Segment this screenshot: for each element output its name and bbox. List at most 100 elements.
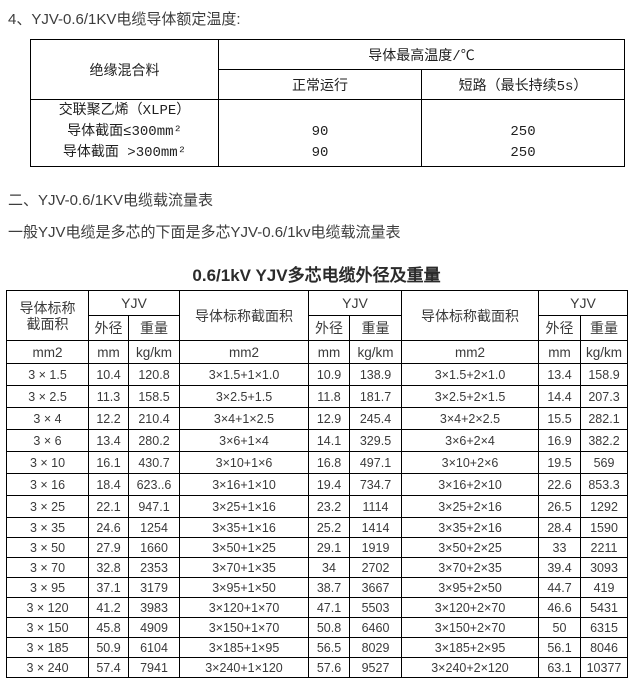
table-cell: 19.4 <box>308 473 350 496</box>
table-cell: 8046 <box>580 637 628 658</box>
od-header-3: 外径 <box>538 315 581 341</box>
table-cell: 3×6+2×4 <box>401 429 539 452</box>
table-cell: 3×10+2×6 <box>401 451 539 474</box>
table-row: 3 × 95 37.1 3179 3×95+1×50 38.7 3667 3×95+2×50… <box>6 577 628 598</box>
table-cell: 6104 <box>128 637 180 658</box>
nominal-section-header-1: 导体标称截面积 <box>6 290 89 341</box>
table-cell: 280.2 <box>128 429 180 452</box>
temperature-value: 250 <box>510 124 536 140</box>
table-cell: 3×150+2×70 <box>401 617 539 638</box>
table-cell: 56.5 <box>308 637 350 658</box>
insulation-header-cell: 绝缘混合料 <box>30 39 219 100</box>
table-cell: 15.5 <box>538 407 581 430</box>
spacer <box>422 101 624 122</box>
od-header-2: 外径 <box>308 315 350 341</box>
table-cell: 14.1 <box>308 429 350 452</box>
material-line: 导体截面≤300mm² <box>67 124 182 140</box>
table-cell: 2211 <box>580 537 628 558</box>
table-cell: 3 × 95 <box>6 577 89 598</box>
table-cell: 3×150+1×70 <box>179 617 309 638</box>
table-cell: 22.1 <box>88 495 129 518</box>
unit-cell: mm <box>308 340 350 364</box>
table-row: 3 × 25 22.1 947.1 3×25+1×16 23.2 1114 3×25+2×1… <box>6 495 628 518</box>
table-cell: 25.2 <box>308 517 350 538</box>
table-cell: 158.5 <box>128 385 180 408</box>
table-cell: 50 <box>538 617 581 638</box>
temperature-value: 250 <box>510 145 536 161</box>
table-cell: 734.7 <box>349 473 402 496</box>
table-cell: 47.1 <box>308 597 350 618</box>
table-cell: 3 × 16 <box>6 473 89 496</box>
table-row: 3 × 10 16.1 430.7 3×10+1×6 16.8 497.1 3×10+2×6… <box>6 451 628 474</box>
table-cell: 3 × 1.5 <box>6 363 89 386</box>
table-cell: 210.4 <box>128 407 180 430</box>
table-cell: 1660 <box>128 537 180 558</box>
table-cell: 37.1 <box>88 577 129 598</box>
unit-cell: mm2 <box>179 340 309 364</box>
table-cell: 207.3 <box>580 385 628 408</box>
table-cell: 57.4 <box>88 657 129 678</box>
table-cell: 3 × 150 <box>6 617 89 638</box>
table-cell: 430.7 <box>128 451 180 474</box>
short-circuit-header-cell: 短路（最长持续5s） <box>421 69 625 100</box>
weight-header-3: 重量 <box>580 315 628 341</box>
table-cell: 3 × 25 <box>6 495 89 518</box>
unit-cell: mm <box>538 340 581 364</box>
table-cell: 3×2.5+2×1.5 <box>401 385 539 408</box>
material-line: 交联聚乙烯（XLPE） <box>58 103 191 119</box>
table-cell: 3 × 2.5 <box>6 385 89 408</box>
section-heading-rated-temperature: 4、YJV-0.6/1KV电缆导体额定温度: <box>8 11 241 28</box>
table-cell: 3×25+2×16 <box>401 495 539 518</box>
table-cell: 14.4 <box>538 385 581 408</box>
table-cell: 1254 <box>128 517 180 538</box>
table-cell: 22.6 <box>538 473 581 496</box>
table-cell: 12.2 <box>88 407 129 430</box>
table-cell: 1114 <box>349 495 402 518</box>
size-table-title: 0.6/1kV YJV多芯电缆外径及重量 <box>192 266 441 285</box>
table-cell: 3×16+2×10 <box>401 473 539 496</box>
table-cell: 3 × 120 <box>6 597 89 618</box>
table-cell: 44.7 <box>538 577 581 598</box>
table-cell: 19.5 <box>538 451 581 474</box>
max-temperature-header-cell: 导体最高温度/℃ <box>218 39 625 70</box>
table-cell: 41.2 <box>88 597 129 618</box>
nominal-section-header-3: 导体标称截面积 <box>401 290 539 341</box>
table-cell: 50.9 <box>88 637 129 658</box>
weight-header-2: 重量 <box>349 315 402 341</box>
table-cell: 3×10+1×6 <box>179 451 309 474</box>
table-cell: 39.4 <box>538 557 581 578</box>
table-cell: 3×95+2×50 <box>401 577 539 598</box>
table-cell: 158.9 <box>580 363 628 386</box>
table-cell: 2353 <box>128 557 180 578</box>
table-cell: 3×70+1×35 <box>179 557 309 578</box>
table-cell: 3 × 35 <box>6 517 89 538</box>
table-cell: 3×4+1×2.5 <box>179 407 309 430</box>
table-cell: 497.1 <box>349 451 402 474</box>
unit-cell: kg/km <box>580 340 628 364</box>
table-cell: 3 × 6 <box>6 429 89 452</box>
table-cell: 10.9 <box>308 363 350 386</box>
table-cell: 13.4 <box>538 363 581 386</box>
table-cell: 3×95+1×50 <box>179 577 309 598</box>
table-cell: 9527 <box>349 657 402 678</box>
table-cell: 3×120+1×70 <box>179 597 309 618</box>
table-cell: 419 <box>580 577 628 598</box>
spacer <box>219 101 421 122</box>
table-cell: 50.8 <box>308 617 350 638</box>
table-cell: 11.3 <box>88 385 129 408</box>
table-cell: 63.1 <box>538 657 581 678</box>
material-line: 导体截面 >300mm² <box>62 145 187 161</box>
temperature-value: 90 <box>311 124 329 140</box>
table-cell: 3×16+1×10 <box>179 473 309 496</box>
table-cell: 3093 <box>580 557 628 578</box>
section-heading-ampacity-table: 二、YJV-0.6/1KV电缆载流量表 <box>8 192 214 209</box>
unit-cell: mm <box>88 340 129 364</box>
table-cell: 3×2.5+1.5 <box>179 385 309 408</box>
unit-cell: mm2 <box>6 340 89 364</box>
table-cell: 3 × 4 <box>6 407 89 430</box>
table-cell: 3 × 10 <box>6 451 89 474</box>
unit-cell: mm2 <box>401 340 539 364</box>
table-cell: 120.8 <box>128 363 180 386</box>
yjv-header-2: YJV <box>308 290 402 316</box>
cable-size-table-body: 3 × 1.5 10.4 120.8 3×1.5+1×1.0 10.9 138.9 3×1.… <box>6 363 628 678</box>
